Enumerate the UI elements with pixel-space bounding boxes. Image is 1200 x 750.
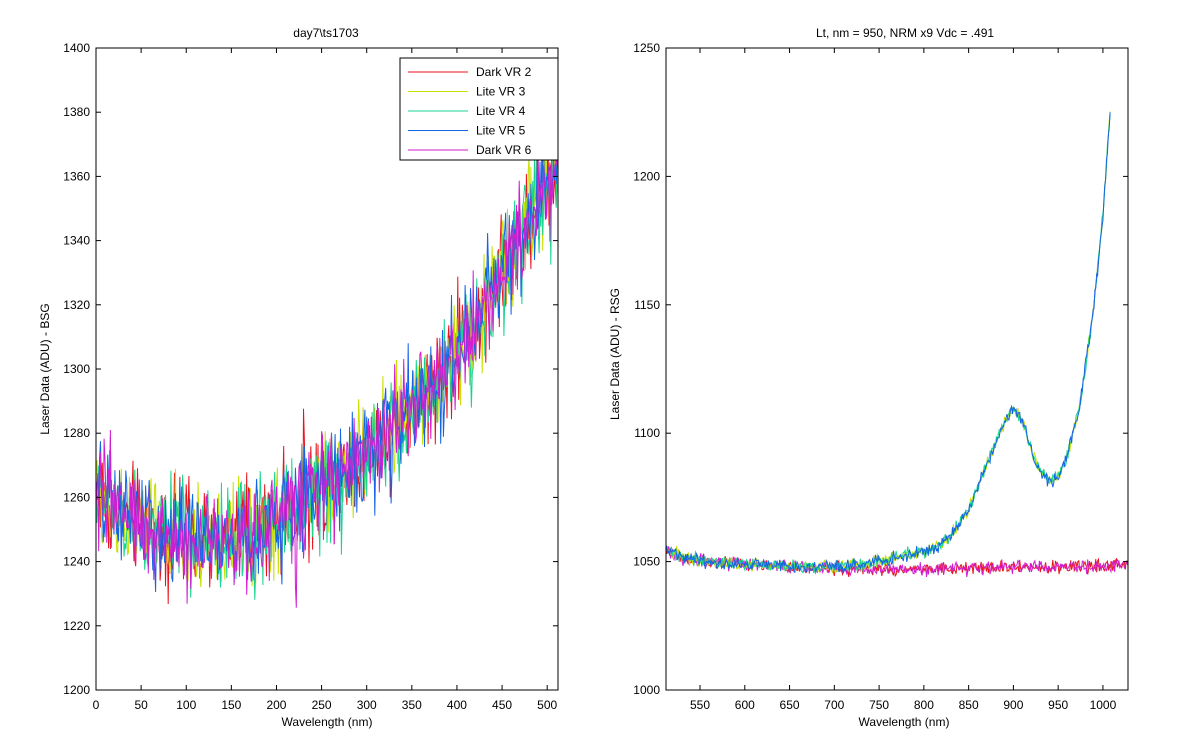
x-tick-label: 800 (914, 698, 934, 712)
right-plot-border (665, 47, 1129, 691)
right-chart: Lt, nm = 950, NRM x9 Vdc = .491 550 600 65… (608, 26, 1129, 729)
y-tick-label: 1380 (63, 105, 90, 119)
legend-label-3: Lite VR 4 (476, 104, 526, 118)
left-series-group (96, 110, 558, 608)
left-y-axis-label: Laser Data (ADU) - BSG (38, 303, 52, 434)
y-tick-label: 1320 (63, 298, 90, 312)
x-tick-label: 450 (492, 698, 512, 712)
x-tick-label: 950 (1048, 698, 1068, 712)
right-ticks: 550 600 650 700 750 800 850 900 950 1000 1000 1050 1… (633, 41, 1128, 712)
y-tick-label: 1250 (633, 41, 660, 55)
x-tick-label: 350 (402, 698, 422, 712)
legend: Dark VR 2 Lite VR 3 Lite VR 4 Lite VR 5 Dark… (399, 57, 559, 161)
left-plot-border (95, 47, 559, 691)
left-x-axis-label: Wavelength (nm) (282, 715, 373, 729)
x-tick-label: 400 (447, 698, 467, 712)
right-plot-area (665, 47, 1129, 691)
legend-label-5: Dark VR 6 (476, 143, 532, 157)
x-tick-label: 300 (357, 698, 377, 712)
right-series-group (666, 111, 1128, 578)
y-tick-label: 1300 (63, 362, 90, 376)
series-line-5 (96, 122, 558, 608)
legend-label-2: Lite VR 3 (476, 85, 526, 99)
right-y-axis-label: Laser Data (ADU) - RSG (608, 288, 622, 420)
x-tick-label: 750 (869, 698, 889, 712)
y-tick-label: 1200 (63, 683, 90, 697)
y-tick-label: 1240 (63, 555, 90, 569)
y-tick-label: 1100 (634, 426, 660, 440)
x-tick-label: 700 (824, 698, 844, 712)
x-tick-label: 650 (780, 698, 800, 712)
x-tick-label: 150 (221, 698, 241, 712)
x-tick-label: 0 (93, 698, 100, 712)
legend-label-4: Lite VR 5 (476, 124, 526, 138)
y-tick-label: 1000 (633, 683, 660, 697)
x-tick-label: 850 (959, 698, 979, 712)
y-tick-label: 1260 (63, 490, 90, 504)
x-tick-label: 200 (266, 698, 286, 712)
x-tick-label: 100 (176, 698, 196, 712)
x-tick-label: 900 (1003, 698, 1023, 712)
x-tick-label: 1000 (1090, 698, 1117, 712)
y-tick-label: 1050 (633, 555, 660, 569)
x-tick-label: 250 (312, 698, 332, 712)
left-chart-title: day7\ts1703 (293, 26, 359, 40)
y-tick-label: 1150 (634, 298, 660, 312)
x-tick-label: 50 (134, 698, 148, 712)
y-tick-label: 1220 (63, 619, 90, 633)
series-line-4 (666, 112, 1111, 574)
y-tick-label: 1200 (633, 169, 660, 183)
series-line-5 (666, 546, 1128, 578)
x-tick-label: 500 (537, 698, 557, 712)
left-ticks: 0 50 100 150 200 250 300 350 400 450 500 1200 1220 12… (63, 41, 558, 712)
x-tick-label: 600 (735, 698, 755, 712)
series-line-4 (96, 138, 558, 593)
x-tick-label: 550 (690, 698, 710, 712)
y-tick-label: 1340 (63, 234, 90, 248)
y-tick-label: 1280 (63, 426, 90, 440)
y-tick-label: 1360 (63, 169, 90, 183)
right-chart-title: Lt, nm = 950, NRM x9 Vdc = .491 (816, 26, 994, 40)
y-tick-label: 1400 (63, 41, 90, 55)
left-chart: day7\ts1703 0 50 100 150 200 250 300 350 400 450 5… (38, 26, 559, 729)
legend-label-1: Dark VR 2 (476, 65, 532, 79)
legend-box (399, 57, 559, 161)
right-x-axis-label: Wavelength (nm) (859, 715, 950, 729)
